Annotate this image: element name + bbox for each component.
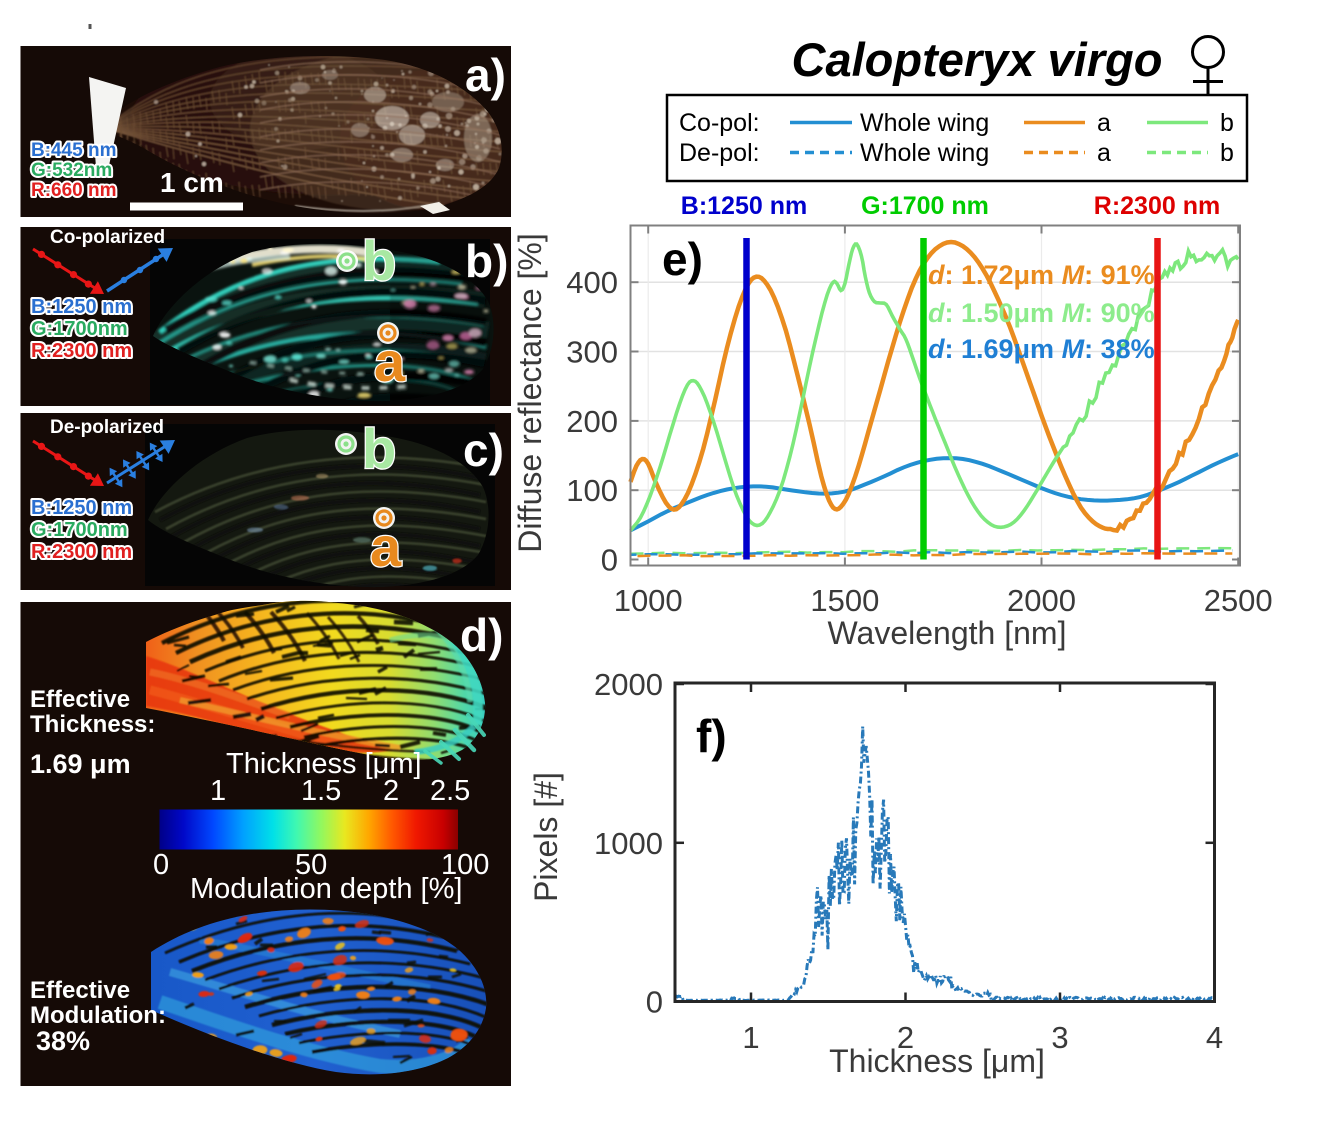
svg-text:b: b	[1220, 139, 1234, 167]
svg-text:400: 400	[566, 265, 618, 300]
svg-text:100: 100	[441, 849, 489, 881]
svg-text:G:1700nm: G:1700nm	[31, 519, 128, 541]
svg-text:b): b)	[465, 235, 508, 287]
svg-text:d: 1.72μm M: 91%: d: 1.72μm M: 91%	[928, 260, 1155, 290]
svg-text:3: 3	[1051, 1020, 1068, 1055]
svg-text:1500: 1500	[810, 583, 879, 618]
svg-text:R:660 nm: R:660 nm	[31, 180, 117, 201]
svg-text:38%: 38%	[36, 1026, 90, 1056]
svg-text:0: 0	[153, 849, 169, 881]
svg-text:Modulation:: Modulation:	[30, 1002, 166, 1029]
svg-text:1.5: 1.5	[301, 775, 341, 807]
svg-text:a): a)	[465, 49, 506, 101]
svg-text:1000: 1000	[594, 826, 663, 861]
svg-text:Diffuse reflectance [%]: Diffuse reflectance [%]	[512, 233, 548, 553]
svg-text:200: 200	[566, 404, 618, 439]
svg-text:2: 2	[383, 775, 399, 807]
svg-text:Thickness [μm]: Thickness [μm]	[226, 748, 422, 780]
svg-text:50: 50	[295, 849, 327, 881]
svg-text:G:1700nm: G:1700nm	[31, 318, 128, 340]
svg-text:2: 2	[897, 1020, 914, 1055]
svg-text:Calopteryx virgo: Calopteryx virgo	[792, 33, 1163, 86]
svg-text:d: 1.50μm M: 90%: d: 1.50μm M: 90%	[928, 298, 1155, 328]
svg-text:Co-pol:: Co-pol:	[679, 109, 760, 137]
svg-text:Thickness:: Thickness:	[30, 711, 155, 738]
svg-text:Effective: Effective	[30, 686, 130, 713]
svg-text:Thickness [μm]: Thickness [μm]	[829, 1043, 1045, 1079]
svg-text:Whole wing: Whole wing	[860, 109, 989, 137]
svg-text:B:445 nm: B:445 nm	[31, 140, 117, 161]
svg-text:G:532nm: G:532nm	[31, 160, 112, 181]
svg-text:Pixels [#]: Pixels [#]	[528, 772, 564, 902]
svg-text:G:1700 nm: G:1700 nm	[861, 192, 989, 220]
svg-text:0: 0	[646, 985, 663, 1020]
svg-text:R:2300 nm: R:2300 nm	[31, 340, 132, 362]
svg-text:B:1250 nm: B:1250 nm	[31, 497, 132, 519]
svg-text:2000: 2000	[594, 667, 663, 702]
svg-text:1: 1	[210, 775, 226, 807]
svg-text:De-pol:: De-pol:	[679, 139, 760, 167]
svg-text:B:1250 nm: B:1250 nm	[31, 296, 132, 318]
svg-text:Co-polarized: Co-polarized	[50, 227, 165, 248]
svg-text:b: b	[1220, 109, 1234, 137]
svg-text:b: b	[362, 417, 396, 480]
svg-text:B:1250 nm: B:1250 nm	[681, 192, 807, 220]
svg-text:2000: 2000	[1007, 583, 1076, 618]
svg-text:1000: 1000	[614, 583, 683, 618]
svg-text:4: 4	[1206, 1020, 1223, 1055]
svg-text:2.5: 2.5	[430, 775, 470, 807]
svg-text:c): c)	[463, 424, 504, 476]
svg-text:d): d)	[460, 609, 503, 661]
svg-text:a: a	[1097, 109, 1111, 137]
svg-text:Whole wing: Whole wing	[860, 139, 989, 167]
svg-text:b: b	[362, 229, 396, 292]
svg-text:2500: 2500	[1204, 583, 1273, 618]
svg-text:1.69 μm: 1.69 μm	[30, 749, 131, 779]
svg-text:Effective: Effective	[30, 977, 130, 1004]
svg-text:100: 100	[566, 473, 618, 508]
svg-text:f): f)	[696, 710, 727, 762]
svg-text:a: a	[370, 515, 402, 578]
svg-text:1: 1	[742, 1020, 759, 1055]
svg-text:Wavelength [nm]: Wavelength [nm]	[828, 615, 1067, 651]
svg-text:d: 1.69μm M: 38%: d: 1.69μm M: 38%	[928, 334, 1155, 364]
svg-text:Modulation depth [%]: Modulation depth [%]	[190, 873, 462, 905]
svg-text:R:2300 nm: R:2300 nm	[31, 541, 132, 563]
svg-text:1 cm: 1 cm	[160, 167, 224, 198]
svg-text:a: a	[1097, 139, 1111, 167]
svg-text:e): e)	[662, 233, 703, 285]
svg-text:300: 300	[566, 335, 618, 370]
svg-text:a: a	[374, 330, 406, 393]
svg-text:R:2300 nm: R:2300 nm	[1094, 192, 1220, 220]
svg-text:0: 0	[601, 543, 618, 578]
svg-text:De-polarized: De-polarized	[50, 417, 164, 438]
